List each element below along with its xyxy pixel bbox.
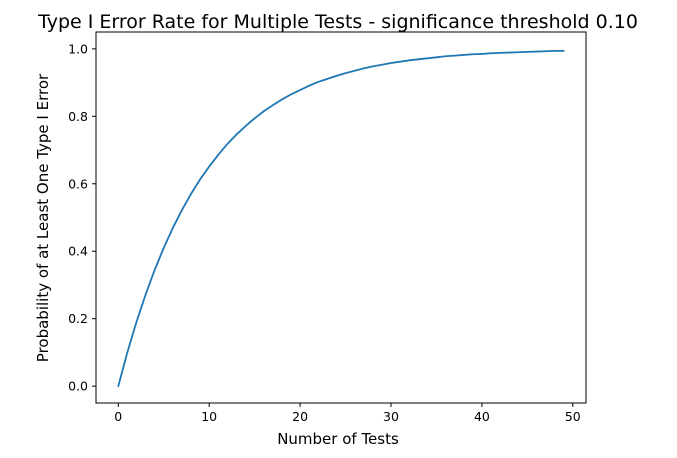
y-axis: 0.0 0.2 0.4 0.6 0.8 1.0 [68, 41, 96, 394]
x-tick-label: 10 [201, 409, 217, 424]
y-tick-label: 0.0 [68, 379, 88, 394]
x-axis-label: Number of Tests [277, 430, 399, 448]
y-tick-label: 1.0 [68, 41, 88, 56]
x-tick-label: 30 [383, 409, 399, 424]
x-axis: 0 10 20 30 40 50 [114, 403, 581, 424]
y-tick-label: 0.4 [68, 244, 88, 259]
y-axis-label: Probability of at Least One Type I Error [34, 73, 52, 362]
y-tick-label: 0.2 [68, 311, 88, 326]
chart-title: Type I Error Rate for Multiple Tests - s… [37, 11, 638, 33]
series-line [117, 49, 565, 388]
x-tick-label: 50 [565, 409, 581, 424]
x-tick-label: 20 [292, 409, 308, 424]
x-tick-label: 40 [474, 409, 490, 424]
series-layer [117, 49, 565, 388]
y-tick-label: 0.8 [68, 109, 88, 124]
plot-area [95, 31, 587, 404]
y-tick-label: 0.6 [68, 176, 88, 191]
x-tick-label: 0 [114, 409, 122, 424]
